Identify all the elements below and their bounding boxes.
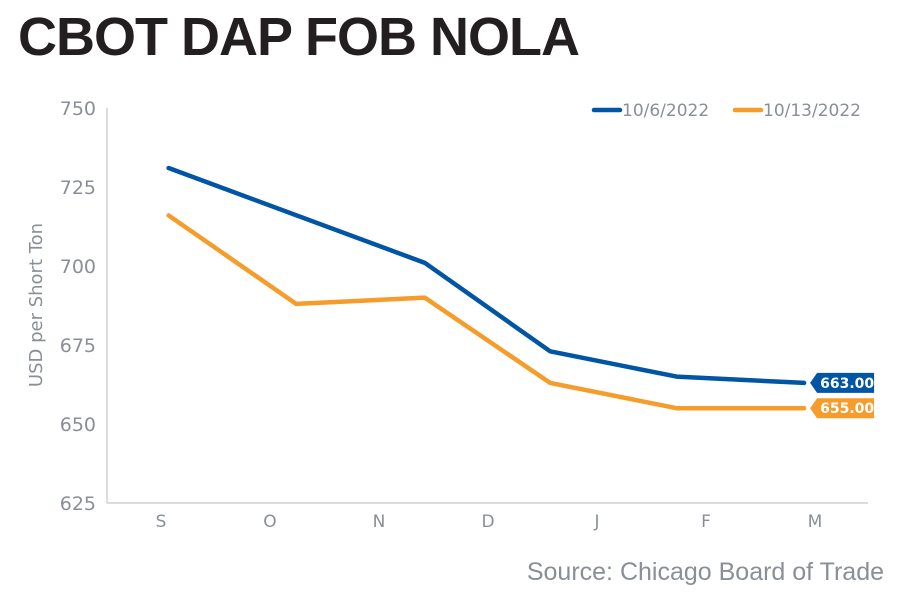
end-label-tag-1 xyxy=(810,398,875,419)
end-labels: 663.00 655.00 xyxy=(810,372,875,419)
legend-label-0: 10/6/2022 xyxy=(622,101,709,121)
y-tick-labels: 625 650 675 700 725 750 xyxy=(60,98,96,515)
end-label-tag-0 xyxy=(810,372,875,393)
y-tick-label: 725 xyxy=(60,177,96,199)
y-tick-label: 625 xyxy=(60,493,96,515)
y-tick-label: 750 xyxy=(60,98,96,120)
series-line-1 xyxy=(166,213,807,411)
y-tick-label: 700 xyxy=(60,256,96,278)
x-tick-label: N xyxy=(373,512,386,532)
x-tick-label: O xyxy=(263,512,276,532)
end-label-text-0: 663.00 xyxy=(820,376,874,392)
x-tick-label: J xyxy=(593,512,599,532)
y-tick-label: 675 xyxy=(60,335,96,357)
legend: 10/6/2022 10/13/2022 xyxy=(591,101,861,121)
source-note: Source: Chicago Board of Trade xyxy=(526,558,884,586)
x-tick-label: F xyxy=(701,512,711,532)
axes xyxy=(106,108,868,504)
series-lines xyxy=(166,165,807,411)
series-line-0 xyxy=(166,165,807,386)
x-tick-label: S xyxy=(156,512,167,532)
y-axis-label: USD per Short Ton xyxy=(26,223,47,387)
y-tick-label: 650 xyxy=(60,414,96,436)
x-tick-label: D xyxy=(481,512,494,532)
chart-title: CBOT DAP FOB NOLA xyxy=(18,7,580,67)
x-tick-label: M xyxy=(808,512,823,532)
end-label-text-1: 655.00 xyxy=(820,401,874,417)
legend-label-1: 10/13/2022 xyxy=(763,101,861,121)
